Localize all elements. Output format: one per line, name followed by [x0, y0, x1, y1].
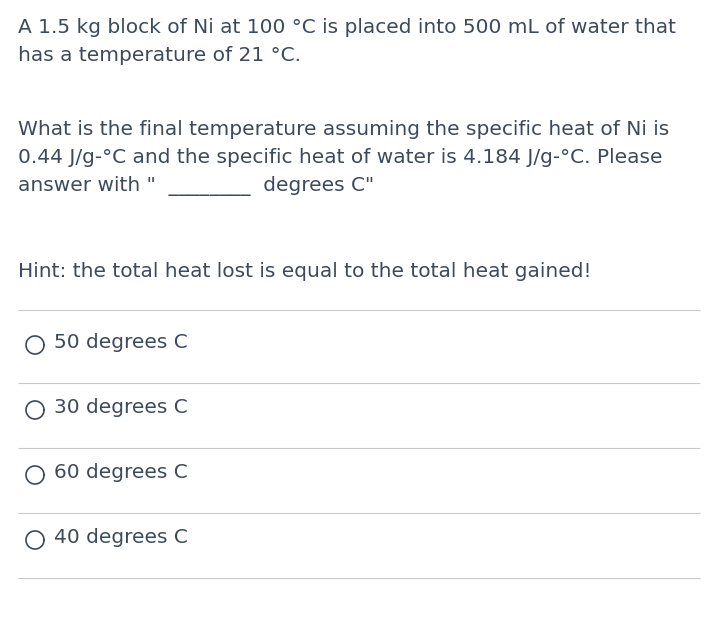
Text: What is the final temperature assuming the specific heat of Ni is: What is the final temperature assuming t… — [18, 120, 669, 139]
Text: Hint: the total heat lost is equal to the total heat gained!: Hint: the total heat lost is equal to th… — [18, 262, 592, 281]
Text: 40 degrees C: 40 degrees C — [54, 528, 188, 547]
Text: 30 degrees C: 30 degrees C — [54, 398, 188, 417]
Text: has a temperature of 21 °C.: has a temperature of 21 °C. — [18, 46, 301, 65]
Text: 60 degrees C: 60 degrees C — [54, 463, 188, 482]
Text: 0.44 J/g-°C and the specific heat of water is 4.184 J/g-°C. Please: 0.44 J/g-°C and the specific heat of wat… — [18, 148, 662, 167]
Text: answer with "  ________  degrees C": answer with " ________ degrees C" — [18, 176, 374, 196]
Text: 50 degrees C: 50 degrees C — [54, 333, 188, 352]
Text: A 1.5 kg block of Ni at 100 °C is placed into 500 mL of water that: A 1.5 kg block of Ni at 100 °C is placed… — [18, 18, 676, 37]
